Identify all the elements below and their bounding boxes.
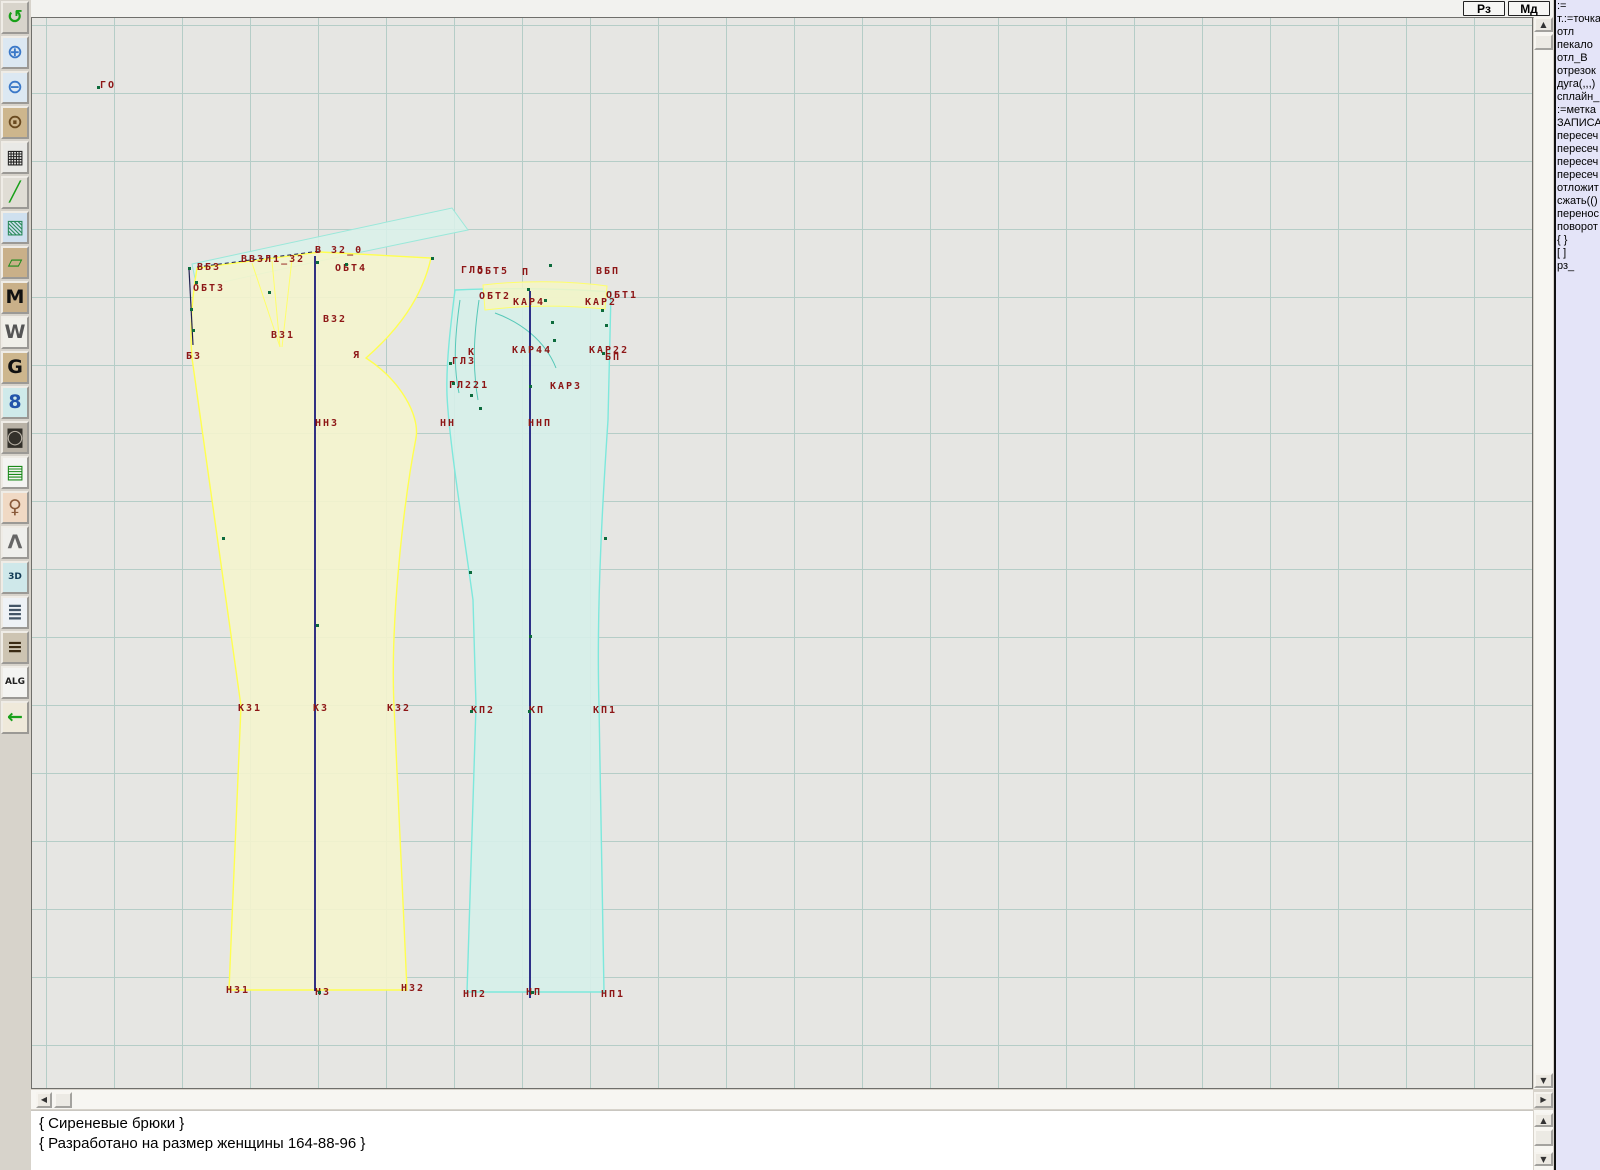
algorithm-icon: ALG bbox=[4, 677, 26, 687]
exit-icon-button[interactable]: ← bbox=[1, 701, 29, 734]
command-item[interactable]: отрезок bbox=[1557, 65, 1596, 77]
zoom-out-icon: ⊖ bbox=[7, 76, 23, 98]
pattern-m-icon: M bbox=[5, 286, 25, 308]
portrait-icon-button[interactable]: ♀ bbox=[1, 491, 29, 524]
command-item[interactable]: { } bbox=[1557, 234, 1568, 246]
command-item[interactable]: сплайн_ bbox=[1557, 91, 1600, 103]
inspect-piece-icon: ⊙ bbox=[7, 111, 23, 133]
exit-icon: ← bbox=[7, 706, 23, 728]
toolbar: ↺ ⊕ ⊖ ⊙ ▦ ╱ ▧ ▱ M W G 8 ◙ ▤ ♀ Λ 3D ≣ ≡ ALG ← bbox=[0, 0, 31, 1170]
vscroll-thumb[interactable] bbox=[1534, 34, 1553, 50]
command-item[interactable]: отл bbox=[1557, 26, 1575, 38]
camera-icon: ◙ bbox=[5, 426, 25, 448]
ruler-icon-button[interactable]: 8 bbox=[1, 386, 29, 419]
undo-icon: ↺ bbox=[7, 6, 23, 28]
editor-vscroll-thumb[interactable] bbox=[1534, 1129, 1553, 1146]
command-item[interactable]: пересеч bbox=[1557, 156, 1599, 168]
command-item[interactable]: отл_В bbox=[1557, 52, 1588, 64]
command-item[interactable]: пересеч bbox=[1557, 130, 1599, 142]
map-icon-button[interactable]: ▧ bbox=[1, 211, 29, 244]
vscroll-down-button[interactable]: ▼ bbox=[1534, 1073, 1553, 1088]
pattern-piece-icon-button[interactable]: ▱ bbox=[1, 246, 29, 279]
editor-line: { Разработано на размер женщины 164-88-9… bbox=[39, 1135, 366, 1152]
command-item[interactable]: сжать(() bbox=[1557, 195, 1598, 207]
command-item[interactable]: [ ] bbox=[1557, 247, 1567, 259]
command-panel: := т.:=точка отл пекало отл_В отрезок дуга(,,,… bbox=[1554, 0, 1600, 1170]
md-mode-button[interactable]: Мд bbox=[1508, 1, 1550, 16]
pattern-piece-icon: ▱ bbox=[7, 251, 23, 273]
undo-icon-button[interactable]: ↺ bbox=[1, 1, 29, 34]
notes-icon: ≣ bbox=[7, 601, 23, 623]
command-item[interactable]: пекало bbox=[1557, 39, 1593, 51]
garment-icon: Λ bbox=[7, 531, 23, 553]
map-icon: ▧ bbox=[6, 216, 24, 238]
editor-line: { Сиреневые брюки } bbox=[39, 1115, 185, 1132]
command-item[interactable]: отложит bbox=[1557, 182, 1599, 194]
top-strip: Рз Мд bbox=[31, 0, 1553, 18]
command-item[interactable]: :=метка bbox=[1557, 104, 1597, 116]
books-icon-button[interactable]: ≡ bbox=[1, 631, 29, 664]
command-item[interactable]: т.:=точка bbox=[1557, 13, 1600, 25]
view-3d-icon: 3D bbox=[8, 572, 22, 582]
command-item[interactable]: дуга(,,,) bbox=[1557, 78, 1596, 90]
vscroll-up-button[interactable]: ▲ bbox=[1534, 17, 1553, 32]
command-item[interactable]: поворот bbox=[1557, 221, 1598, 233]
editor-vscroll-down-button[interactable]: ▼ bbox=[1534, 1152, 1553, 1166]
editor-vscroll-up-button[interactable]: ▲ bbox=[1534, 1113, 1553, 1127]
grid-icon: ▦ bbox=[6, 146, 24, 168]
vscroll-track[interactable] bbox=[1534, 17, 1553, 1089]
zoom-out-icon-button[interactable]: ⊖ bbox=[1, 71, 29, 104]
hscroll-left-button[interactable]: ◀ bbox=[36, 1092, 52, 1108]
pattern-m-icon-button[interactable]: M bbox=[1, 281, 29, 314]
notes-icon-button[interactable]: ≣ bbox=[1, 596, 29, 629]
measure-line-icon-button[interactable]: ╱ bbox=[1, 176, 29, 209]
pattern-description-editor[interactable]: { Сиреневые брюки } { Разработано на раз… bbox=[31, 1110, 1533, 1170]
drafting-w-icon: W bbox=[4, 321, 26, 343]
spreadsheet-icon: ▤ bbox=[6, 461, 24, 483]
garment-icon-button[interactable]: Λ bbox=[1, 526, 29, 559]
command-item[interactable]: := bbox=[1557, 0, 1567, 12]
pattern-g-icon: G bbox=[7, 356, 23, 378]
grid-icon-button[interactable]: ▦ bbox=[1, 141, 29, 174]
command-item[interactable]: пересеч bbox=[1557, 169, 1599, 181]
zoom-in-icon: ⊕ bbox=[7, 41, 23, 63]
command-item[interactable]: рз_ bbox=[1557, 260, 1575, 272]
algorithm-icon-button[interactable]: ALG bbox=[1, 666, 29, 699]
view-3d-icon-button[interactable]: 3D bbox=[1, 561, 29, 594]
zoom-in-icon-button[interactable]: ⊕ bbox=[1, 36, 29, 69]
command-item[interactable]: пересеч bbox=[1557, 143, 1599, 155]
hscroll-thumb[interactable] bbox=[54, 1092, 72, 1108]
drafting-w-icon-button[interactable]: W bbox=[1, 316, 29, 349]
rz-mode-button[interactable]: Рз bbox=[1463, 1, 1505, 16]
portrait-icon: ♀ bbox=[8, 496, 22, 518]
hscroll-right-button[interactable]: ▶ bbox=[1534, 1092, 1553, 1108]
hscroll-track[interactable] bbox=[31, 1090, 1533, 1109]
command-item[interactable]: ЗАПИСА bbox=[1557, 117, 1600, 129]
drawing-canvas[interactable] bbox=[31, 17, 1533, 1089]
camera-icon-button[interactable]: ◙ bbox=[1, 421, 29, 454]
inspect-piece-icon-button[interactable]: ⊙ bbox=[1, 106, 29, 139]
spreadsheet-icon-button[interactable]: ▤ bbox=[1, 456, 29, 489]
measure-line-icon: ╱ bbox=[9, 181, 21, 203]
command-item[interactable]: перенос bbox=[1557, 208, 1600, 220]
ruler-icon: 8 bbox=[8, 391, 22, 413]
pattern-g-icon-button[interactable]: G bbox=[1, 351, 29, 384]
books-icon: ≡ bbox=[7, 636, 23, 658]
